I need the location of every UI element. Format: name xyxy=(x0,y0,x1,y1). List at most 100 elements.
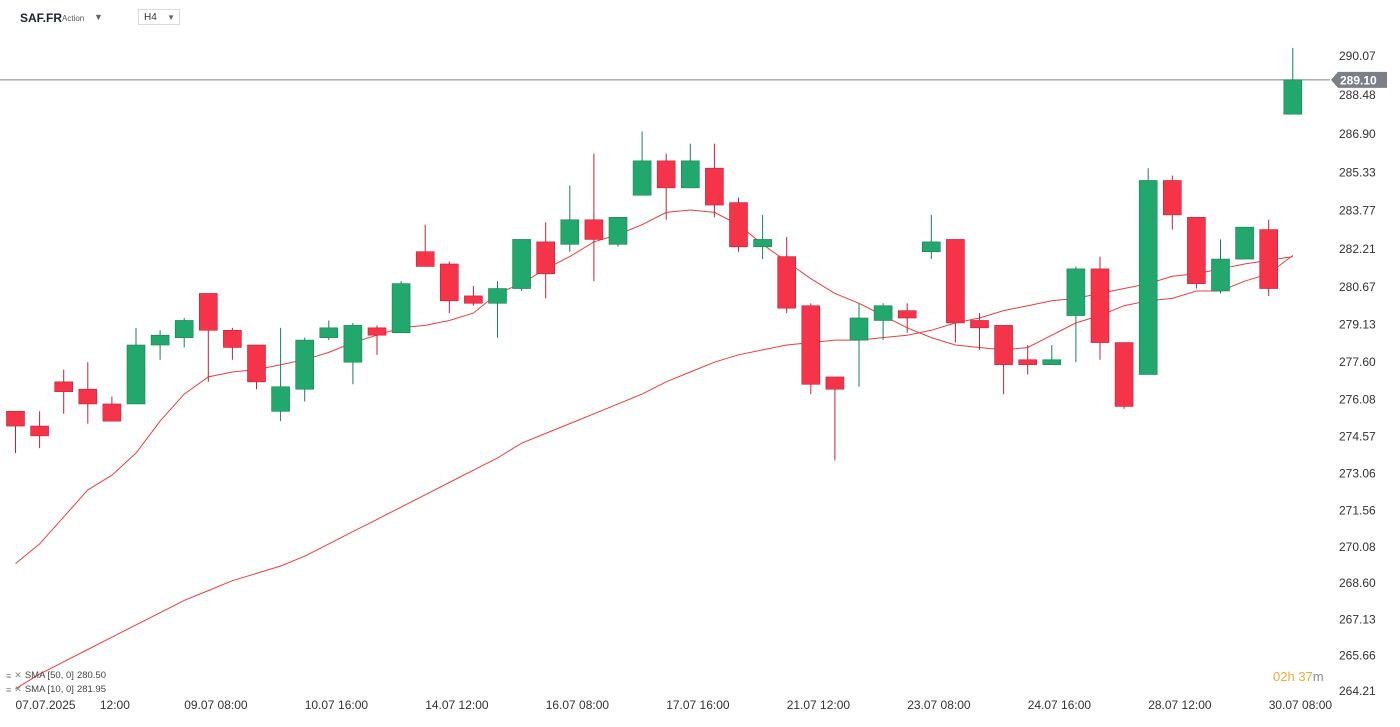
candle[interactable] xyxy=(1138,168,1158,375)
candle[interactable] xyxy=(391,281,411,334)
candle[interactable] xyxy=(656,153,676,220)
candle[interactable] xyxy=(247,344,266,390)
candle[interactable] xyxy=(1235,226,1254,260)
price-tick-label: 267.13 xyxy=(1339,612,1376,626)
candle[interactable] xyxy=(1114,342,1134,409)
legend-sma-50-value: 280.50 xyxy=(76,670,106,681)
candle[interactable] xyxy=(1187,217,1206,289)
candle[interactable] xyxy=(1018,345,1038,375)
candle[interactable] xyxy=(102,396,122,422)
candle[interactable] xyxy=(223,327,242,360)
candle[interactable] xyxy=(415,224,435,267)
candle[interactable] xyxy=(512,239,531,291)
candle[interactable] xyxy=(921,214,941,260)
legend-sma-10[interactable]: ≡ ✕ SMA [10, 0] 281.95 xyxy=(6,684,106,695)
candle-body xyxy=(415,251,435,267)
price-tick-label: 264.21 xyxy=(1339,684,1376,698)
candle[interactable] xyxy=(488,281,507,338)
candle[interactable] xyxy=(439,261,459,314)
sma-line-0 xyxy=(15,209,1294,564)
candle-body xyxy=(849,317,869,341)
candle[interactable] xyxy=(680,143,700,189)
candle-body xyxy=(30,425,49,437)
candle[interactable] xyxy=(946,239,965,343)
candle[interactable] xyxy=(705,143,724,218)
candle[interactable] xyxy=(873,303,893,341)
candle[interactable] xyxy=(1090,256,1110,360)
candle-body xyxy=(174,320,194,338)
candle-body xyxy=(247,344,266,383)
candle-body xyxy=(199,293,218,331)
candle-body xyxy=(560,219,580,245)
candle[interactable] xyxy=(1066,266,1086,363)
remove-indicator-icon[interactable]: ✕ xyxy=(14,684,22,694)
candle-countdown: 02h 37m xyxy=(1273,669,1324,684)
candle[interactable] xyxy=(994,325,1013,395)
candle[interactable] xyxy=(632,131,652,196)
candle[interactable] xyxy=(319,320,339,341)
candle[interactable] xyxy=(777,236,797,314)
candle-body xyxy=(150,334,170,346)
candle[interactable] xyxy=(801,303,821,395)
candle[interactable] xyxy=(970,313,989,350)
time-tick-label: 30.07 08:00 xyxy=(1269,698,1333,712)
candle[interactable] xyxy=(271,327,290,422)
candle[interactable] xyxy=(536,222,556,299)
candle[interactable] xyxy=(6,411,25,454)
candle[interactable] xyxy=(753,214,772,260)
candle-body xyxy=(102,403,122,422)
timeframe-select[interactable]: H4 ▼ xyxy=(138,9,180,25)
indicator-settings-icon[interactable]: ≡ xyxy=(6,684,12,695)
candle[interactable] xyxy=(464,286,483,306)
candle[interactable] xyxy=(897,303,917,333)
candle[interactable] xyxy=(78,362,98,424)
price-tick-label: 290.07 xyxy=(1339,49,1376,63)
candle[interactable] xyxy=(584,153,604,282)
candle[interactable] xyxy=(849,303,869,387)
candle[interactable] xyxy=(1163,175,1182,230)
symbol-dropdown-chevron-icon[interactable]: ▼ xyxy=(94,12,103,22)
candle[interactable] xyxy=(174,318,194,348)
candle[interactable] xyxy=(295,337,315,402)
price-tick-label: 285.33 xyxy=(1339,165,1376,179)
candle-body xyxy=(1211,258,1230,292)
candle[interactable] xyxy=(560,185,580,252)
time-tick-label: 10.07 16:00 xyxy=(305,698,369,712)
price-tick-label: 288.48 xyxy=(1339,88,1376,102)
candle[interactable] xyxy=(30,411,49,449)
price-tick-label: 277.60 xyxy=(1339,355,1376,369)
candle-body xyxy=(1163,180,1182,216)
countdown-hours: 02 xyxy=(1273,669,1288,684)
candle[interactable] xyxy=(54,369,74,414)
candle[interactable] xyxy=(126,327,146,405)
candle-body xyxy=(271,386,290,412)
legend-sma-10-label: SMA [10, 0] xyxy=(24,684,74,695)
symbol-name[interactable]: SAF.FR xyxy=(20,11,62,25)
candle[interactable] xyxy=(150,330,170,360)
candle[interactable] xyxy=(825,376,845,461)
candle-body xyxy=(512,239,531,289)
remove-indicator-icon[interactable]: ✕ xyxy=(14,670,22,680)
candle-body xyxy=(584,219,604,240)
candle[interactable] xyxy=(1259,219,1278,296)
legend-sma-50[interactable]: ≡ ✕ SMA [50, 0] 280.50 xyxy=(6,670,106,681)
indicator-settings-icon[interactable]: ≡ xyxy=(6,670,12,681)
candle[interactable] xyxy=(199,293,218,382)
candle[interactable] xyxy=(608,217,628,247)
price-tick-label: 268.60 xyxy=(1339,576,1376,590)
price-axis[interactable]: 290.07 288.48 286.90 285.33 283.77 282.21 280.… xyxy=(1331,49,1387,698)
candle[interactable] xyxy=(1211,239,1230,294)
candle-body xyxy=(1187,217,1206,284)
candle[interactable] xyxy=(1283,47,1303,115)
candle-body xyxy=(488,288,507,304)
candle-body xyxy=(994,325,1013,365)
candle[interactable] xyxy=(343,322,363,385)
time-axis[interactable]: 07.07.2025 12:00 09.07 08:00 10.07 16:00 14.… xyxy=(16,698,1333,712)
candle-body xyxy=(343,325,363,363)
candle-body xyxy=(78,388,98,405)
candle[interactable] xyxy=(729,197,748,252)
candle[interactable] xyxy=(367,325,387,355)
candle[interactable] xyxy=(1042,345,1062,365)
